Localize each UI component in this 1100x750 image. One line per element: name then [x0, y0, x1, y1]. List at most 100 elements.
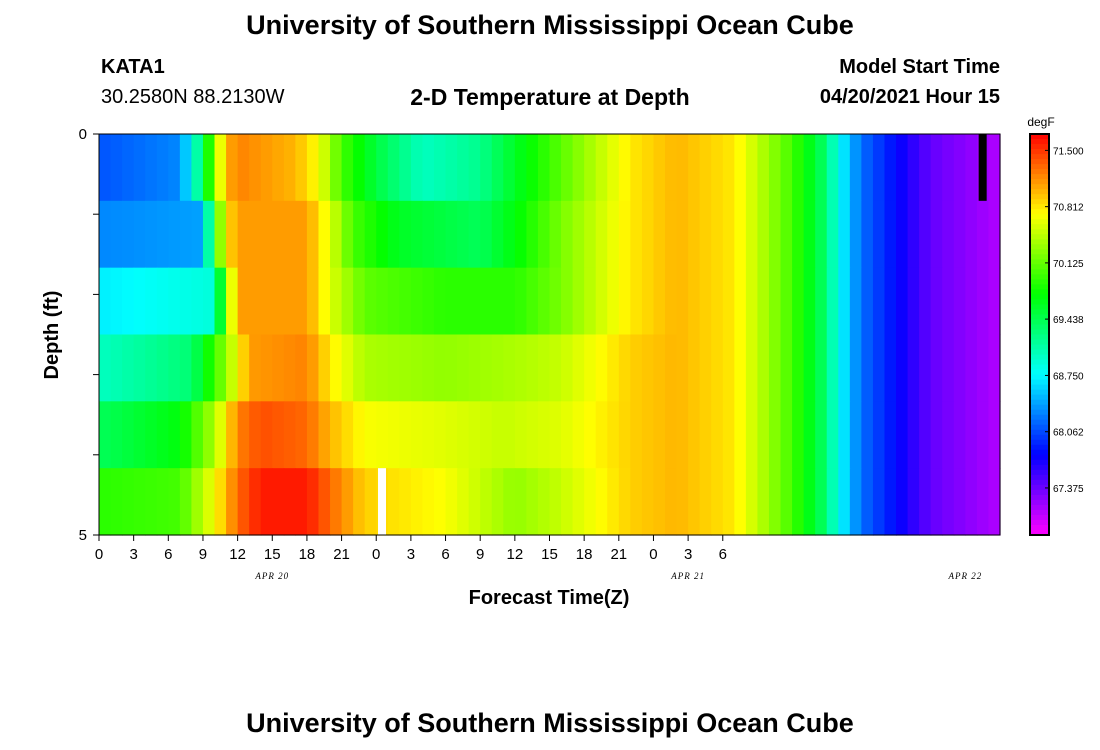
colorbar-swatch — [1030, 509, 1049, 516]
heatmap-cell — [630, 334, 643, 402]
heatmap-cell — [422, 134, 435, 202]
heatmap-cell — [803, 401, 816, 469]
heatmap-cell — [861, 334, 874, 402]
heatmap-cell — [214, 401, 227, 469]
x-tick-label: 6 — [164, 546, 172, 563]
heatmap-cell — [653, 401, 666, 469]
colorbar-swatch — [1030, 504, 1049, 511]
heatmap-cell — [734, 401, 747, 469]
heatmap-cell — [214, 468, 227, 536]
heatmap-cell — [537, 134, 551, 202]
colorbar-swatch — [1030, 319, 1049, 326]
heatmap-cell — [838, 267, 851, 336]
heatmap-cell — [757, 134, 770, 202]
heatmap-cell — [907, 134, 920, 202]
heatmap-cell — [260, 468, 273, 536]
heatmap-cell — [884, 468, 897, 536]
x-tick-label: 6 — [441, 546, 449, 563]
heatmap-cell — [330, 468, 343, 536]
heatmap-cell — [561, 267, 574, 336]
heatmap-cell — [965, 468, 978, 536]
colorbar-swatch — [1030, 234, 1049, 240]
heatmap-cell — [387, 468, 400, 536]
colorbar-swatch — [1030, 444, 1049, 451]
heatmap-cell — [826, 468, 839, 536]
heatmap-cell — [399, 401, 412, 469]
heatmap-cell — [353, 267, 366, 336]
x-tick-label: 0 — [95, 546, 103, 563]
heatmap-cell — [838, 200, 851, 269]
heatmap-cell — [341, 267, 354, 336]
heatmap-cell — [930, 468, 943, 536]
heatmap-marker — [978, 134, 987, 201]
heatmap-cell — [214, 267, 227, 336]
heatmap-cell — [168, 334, 181, 402]
heatmap-cell — [110, 200, 123, 269]
heatmap-cell — [699, 134, 712, 202]
heatmap-cell — [630, 267, 643, 336]
heatmap-cell — [480, 468, 493, 536]
heatmap-cell — [699, 401, 712, 469]
x-tick-label: 15 — [541, 546, 558, 563]
x-tick-label: 0 — [372, 546, 380, 563]
heatmap-cell — [191, 334, 204, 402]
heatmap-cell — [988, 401, 1001, 469]
heatmap-cell — [179, 267, 193, 336]
heatmap-cell — [630, 401, 643, 469]
heatmap-cell — [202, 468, 216, 536]
heatmap-cell — [145, 267, 158, 336]
colorbar-swatch — [1030, 164, 1049, 170]
heatmap-cell — [156, 468, 169, 536]
heatmap-cell — [792, 134, 805, 202]
main-title: University of Southern Mississippi Ocean… — [246, 10, 854, 40]
heatmap-cell — [965, 334, 978, 402]
heatmap-cell — [422, 468, 435, 536]
station-id: KATA1 — [101, 56, 165, 78]
heatmap-cell — [607, 401, 620, 469]
x-tick-label: 3 — [129, 546, 137, 563]
heatmap-cell — [757, 267, 770, 336]
x-tick-label: 21 — [333, 546, 350, 563]
y-axis-label: Depth (ft) — [41, 291, 63, 380]
heatmap-cell — [722, 267, 735, 336]
heatmap-cell — [283, 468, 296, 536]
heatmap-cell — [676, 468, 689, 536]
heatmap-cell — [942, 468, 955, 536]
heatmap-cell — [849, 401, 862, 469]
heatmap-cell — [214, 334, 227, 402]
colorbar-swatch — [1030, 399, 1049, 406]
heatmap-cell — [260, 334, 273, 402]
heatmap-cell — [792, 401, 805, 469]
heatmap-cell — [191, 134, 204, 202]
chart-subtitle: 2-D Temperature at Depth — [410, 84, 690, 110]
colorbar-swatch — [1030, 474, 1049, 481]
heatmap-cell — [445, 334, 458, 402]
heatmap-cell — [676, 134, 689, 202]
heatmap-cell — [561, 200, 574, 269]
heatmap-cell — [838, 468, 851, 536]
colorbar-swatch — [1030, 339, 1049, 346]
heatmap-cell — [457, 468, 470, 536]
heatmap-cell — [99, 468, 112, 536]
heatmap-cell — [665, 401, 678, 469]
heatmap-cell — [734, 200, 747, 269]
colorbar-swatch — [1030, 524, 1049, 531]
heatmap-cell — [618, 334, 631, 402]
colorbar-swatch — [1030, 314, 1049, 321]
heatmap-cell — [792, 267, 805, 336]
colorbar-tick-label: 69.438 — [1053, 315, 1084, 326]
heatmap-cell — [861, 267, 874, 336]
heatmap-cell — [768, 401, 782, 469]
heatmap-cell — [491, 401, 504, 469]
colorbar-swatch — [1030, 309, 1049, 316]
heatmap-cell — [537, 468, 551, 536]
heatmap-cell — [861, 468, 874, 536]
heatmap-cell — [503, 134, 516, 202]
heatmap-cell — [353, 468, 366, 536]
heatmap-cell — [272, 267, 285, 336]
heatmap-cell — [237, 468, 250, 536]
colorbar-swatch — [1030, 449, 1049, 456]
heatmap-cell — [965, 267, 978, 336]
colorbar-swatch — [1030, 249, 1049, 255]
heatmap-cell — [930, 200, 943, 269]
